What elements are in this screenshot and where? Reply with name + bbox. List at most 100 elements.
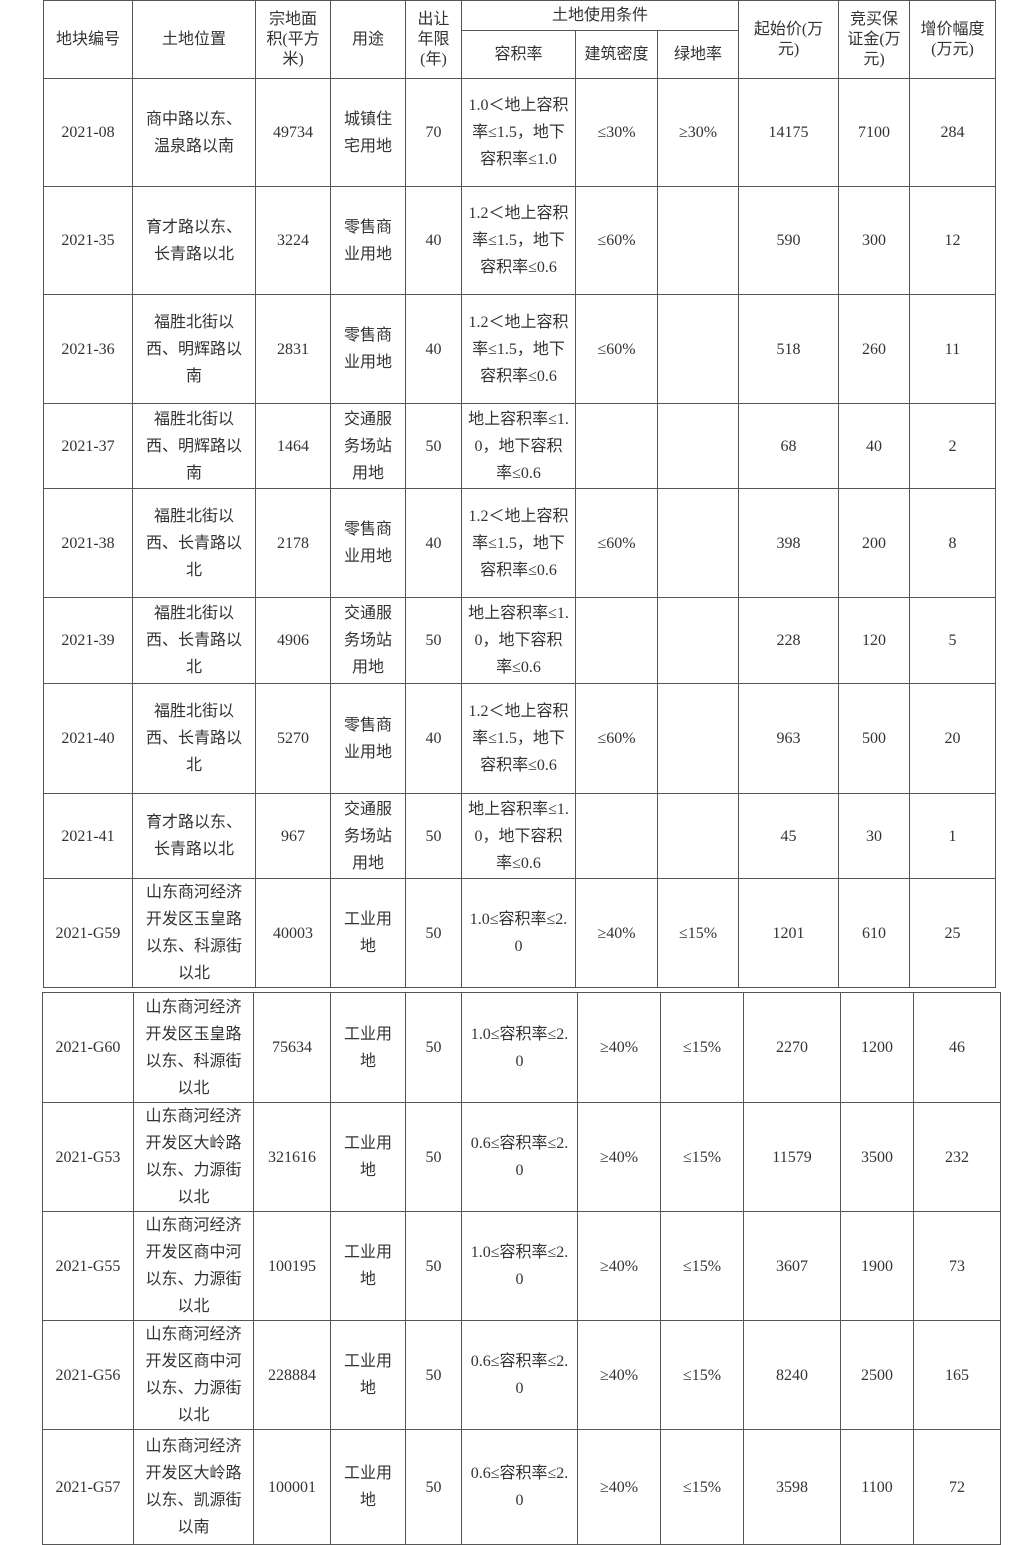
green-rate: ≥30% (657, 78, 739, 187)
increment: 1 (909, 793, 996, 879)
deposit: 30 (838, 793, 910, 879)
plot-id: 2021-G59 (43, 878, 133, 988)
density (575, 597, 658, 684)
term: 50 (405, 793, 462, 879)
location: 福胜北街以西、长青路以北 (132, 683, 256, 794)
increment: 73 (913, 1211, 1001, 1321)
term: 50 (405, 597, 462, 684)
plot-id: 2021-G56 (42, 1320, 134, 1430)
plot-ratio: 1.2＜地上容积率≤1.5，地下容积率≤0.6 (461, 294, 576, 404)
density: ≤60% (575, 186, 658, 295)
deposit: 1200 (840, 992, 914, 1103)
increment: 11 (909, 294, 996, 404)
plot-id: 2021-37 (43, 403, 133, 489)
increment: 25 (909, 878, 996, 988)
term: 50 (405, 878, 462, 988)
increment: 8 (909, 488, 996, 598)
header-cell: 地块编号 (43, 0, 133, 79)
area: 4906 (255, 597, 331, 684)
plot-id: 2021-G57 (42, 1429, 134, 1545)
use: 城镇住宅用地 (330, 78, 406, 187)
density: ≤60% (575, 294, 658, 404)
term: 40 (405, 294, 462, 404)
deposit: 500 (838, 683, 910, 794)
area: 2831 (255, 294, 331, 404)
density: ≤30% (575, 78, 658, 187)
header-cell: 土地使用条件 (461, 0, 739, 31)
use: 工业用地 (330, 878, 406, 988)
green-rate (657, 597, 739, 684)
green-rate (657, 488, 739, 598)
deposit: 7100 (838, 78, 910, 187)
area: 2178 (255, 488, 331, 598)
deposit: 1900 (840, 1211, 914, 1321)
area: 100001 (253, 1429, 331, 1545)
start-price: 45 (738, 793, 839, 879)
header-cell: 土地位置 (132, 0, 256, 79)
use: 工业用地 (330, 1211, 406, 1321)
location: 山东商河经济开发区商中河以东、力源街以北 (133, 1320, 254, 1430)
density: ≥40% (577, 1320, 661, 1430)
area: 5270 (255, 683, 331, 794)
header-row: 容积率 建筑密度 绿地率 (44, 30, 996, 79)
density: ≤60% (575, 683, 658, 794)
green-rate: ≤15% (660, 1320, 744, 1430)
location: 山东商河经济开发区商中河以东、力源街以北 (133, 1211, 254, 1321)
use: 交通服务场站用地 (330, 793, 406, 879)
plot-id: 2021-38 (43, 488, 133, 598)
use: 交通服务场站用地 (330, 403, 406, 489)
deposit: 200 (838, 488, 910, 598)
plot-ratio: 1.2＜地上容积率≤1.5，地下容积率≤0.6 (461, 683, 576, 794)
start-price: 963 (738, 683, 839, 794)
plot-ratio: 地上容积率≤1.0，地下容积率≤0.6 (461, 597, 576, 684)
plot-id: 2021-36 (43, 294, 133, 404)
use: 工业用地 (330, 1429, 406, 1545)
use: 零售商业用地 (330, 186, 406, 295)
location: 商中路以东、温泉路以南 (132, 78, 256, 187)
table-row: 2021-37 福胜北街以西、明辉路以南 1464 交通服务场站用地 50 地上容积率≤1… (43, 403, 996, 489)
term: 50 (405, 1211, 462, 1321)
table-row: 2021-38 福胜北街以西、长青路以北 2178 零售商业用地 40 1.2＜地上容积率… (43, 488, 996, 598)
increment: 46 (913, 992, 1001, 1103)
density: ≥40% (577, 1102, 661, 1212)
plot-ratio: 1.0＜地上容积率≤1.5，地下容积率≤1.0 (461, 78, 576, 187)
table-row: 2021-G53 山东商河经济开发区大岭路以东、力源街以北 321616 工业用地 50… (42, 1102, 1001, 1212)
term: 50 (405, 1102, 462, 1212)
header-cell: 出让年限(年) (405, 0, 462, 79)
plot-id: 2021-41 (43, 793, 133, 879)
use: 工业用地 (330, 1320, 406, 1430)
use: 工业用地 (330, 1102, 406, 1212)
table-row: 2021-G55 山东商河经济开发区商中河以东、力源街以北 100195 工业用地 50… (42, 1211, 1001, 1321)
area: 100195 (253, 1211, 331, 1321)
table-row: 2021-G59 山东商河经济开发区玉皇路以东、科源街以北 40003 工业用地 50 1… (43, 878, 996, 988)
green-rate (657, 793, 739, 879)
area: 75634 (253, 992, 331, 1103)
start-price: 398 (738, 488, 839, 598)
location: 福胜北街以西、长青路以北 (132, 597, 256, 684)
plot-id: 2021-G53 (42, 1102, 134, 1212)
plot-ratio: 地上容积率≤1.0，地下容积率≤0.6 (461, 403, 576, 489)
deposit: 40 (838, 403, 910, 489)
plot-id: 2021-08 (43, 78, 133, 187)
deposit: 610 (838, 878, 910, 988)
green-rate (657, 186, 739, 295)
location: 育才路以东、长青路以北 (132, 793, 256, 879)
plot-id: 2021-G55 (42, 1211, 134, 1321)
start-price: 1201 (738, 878, 839, 988)
use: 零售商业用地 (330, 488, 406, 598)
term: 50 (405, 992, 462, 1103)
increment: 232 (913, 1102, 1001, 1212)
header-cell: 绿地率 (657, 30, 739, 79)
start-price: 14175 (738, 78, 839, 187)
location: 福胜北街以西、明辉路以南 (132, 403, 256, 489)
area: 3224 (255, 186, 331, 295)
start-price: 68 (738, 403, 839, 489)
table-row: 2021-G56 山东商河经济开发区商中河以东、力源街以北 228884 工业用地 50… (42, 1320, 1001, 1430)
plot-ratio: 1.0≤容积率≤2.0 (461, 878, 576, 988)
density (575, 403, 658, 489)
location: 育才路以东、长青路以北 (132, 186, 256, 295)
increment: 165 (913, 1320, 1001, 1430)
table-row: 2021-36 福胜北街以西、明辉路以南 2831 零售商业用地 40 1.2＜地上容积率… (43, 294, 996, 404)
term: 50 (405, 1429, 462, 1545)
plot-id: 2021-40 (43, 683, 133, 794)
